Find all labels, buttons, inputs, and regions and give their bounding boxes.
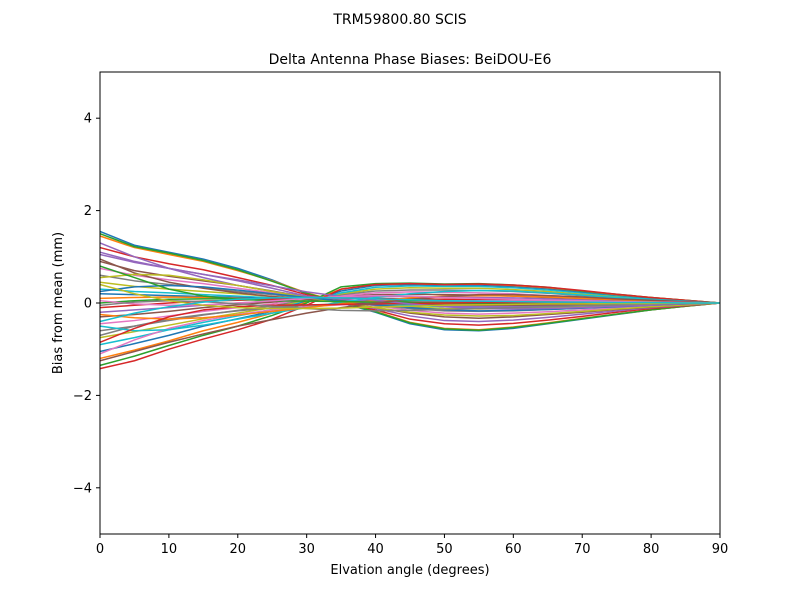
- y-tick-label: −4: [73, 481, 92, 496]
- y-axis-label: Bias from mean (mm): [51, 232, 66, 374]
- series-line-40: [99, 296, 720, 323]
- y-tick-label: 4: [84, 112, 92, 127]
- y-tick-label: 0: [84, 297, 92, 312]
- series-line-35: [99, 251, 721, 310]
- x-tick-label: 80: [643, 542, 660, 557]
- series-line-4: [99, 246, 721, 326]
- y-axis-ticks: −4 −2 0 2 4: [73, 112, 100, 496]
- series-line-19: [99, 287, 721, 339]
- x-tick-label: 60: [505, 542, 522, 557]
- x-tick-label: 0: [96, 542, 104, 557]
- x-tick-label: 40: [367, 542, 384, 557]
- series-line-32: [99, 294, 721, 320]
- y-tick-label: −2: [73, 389, 92, 404]
- series-line-24: [99, 282, 721, 370]
- x-tick-label: 10: [161, 542, 178, 557]
- x-tick-label: 20: [230, 542, 247, 557]
- chart-suptitle: TRM59800.80 SCIS: [332, 12, 466, 28]
- series-layer: [99, 230, 721, 370]
- y-tick-label: 2: [84, 204, 92, 219]
- x-tick-label: 90: [712, 542, 729, 557]
- series-line-30: [99, 289, 721, 332]
- chart-title: Delta Antenna Phase Biases: BeiDOU-E6: [269, 52, 552, 68]
- series-line-3: [99, 232, 721, 332]
- x-tick-label: 70: [574, 542, 591, 557]
- x-tick-label: 30: [298, 542, 315, 557]
- series-line-29: [99, 273, 721, 317]
- x-axis-ticks: 0 10 20 30 40 50 60 70 80 90: [96, 534, 728, 557]
- x-tick-label: 50: [436, 542, 453, 557]
- series-line-39: [99, 283, 720, 310]
- x-axis-label: Elvation angle (degrees): [330, 563, 489, 578]
